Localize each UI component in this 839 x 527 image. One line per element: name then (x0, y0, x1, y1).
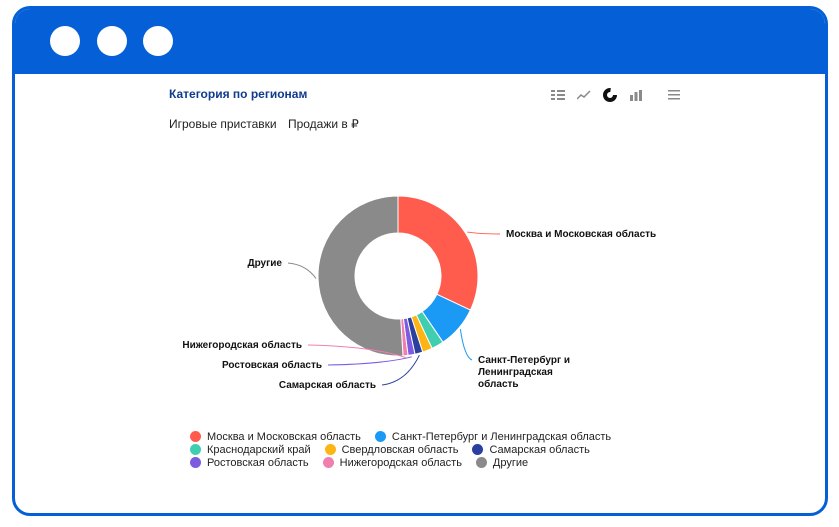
data-label: Нижегородская область (182, 339, 302, 351)
legend-item[interactable]: Самарская область (472, 443, 590, 456)
donut-slice[interactable] (317, 195, 404, 357)
chart-legend: Москва и Московская область Санкт-Петербу… (190, 430, 650, 469)
filter-metric[interactable]: Продажи в ₽ (287, 117, 359, 131)
donut-slice[interactable] (397, 195, 479, 311)
window-control-dot[interactable] (143, 26, 173, 56)
legend-label: Нижегородская область (339, 456, 462, 469)
legend-item[interactable]: Краснодарский край (190, 444, 311, 456)
legend-label: Москва и Московская область (207, 430, 361, 443)
legend-swatch (475, 457, 487, 468)
legend-label: Свердловская область (341, 443, 459, 456)
table-icon[interactable] (550, 87, 566, 103)
data-label: Санкт-Петербург и (478, 354, 570, 366)
line-chart-icon[interactable] (576, 87, 592, 103)
window-control-dot[interactable] (50, 26, 80, 56)
legend-swatch (322, 457, 334, 468)
panel-title: Категория по регионам (169, 87, 308, 101)
legend-label: Самарская область (489, 443, 590, 456)
label-connector (467, 231, 501, 235)
legend-item[interactable]: Свердловская область (324, 443, 459, 456)
label-connector (307, 344, 406, 359)
label-connector (459, 329, 473, 361)
legend-item[interactable]: Ростовская область (190, 457, 309, 469)
label-connector (327, 356, 412, 366)
data-label: Другие (247, 258, 282, 269)
legend-swatch (190, 431, 201, 442)
data-label: Ленинградская (478, 367, 553, 378)
legend-item[interactable]: Москва и Московская область (190, 431, 361, 443)
legend-swatch (324, 444, 336, 455)
legend-label: Другие (492, 456, 529, 469)
legend-row: Ростовская область Нижегородская область Д… (190, 456, 650, 469)
legend-row: Москва и Московская область Санкт-Петербу… (190, 430, 650, 443)
window-titlebar (15, 9, 825, 74)
chart-toolbar (550, 87, 682, 103)
label-connector (287, 262, 317, 279)
legend-swatch (190, 457, 201, 468)
legend-item[interactable]: Санкт-Петербург и Ленинградская область (374, 430, 612, 443)
data-label: Самарская область (279, 379, 376, 391)
legend-item[interactable]: Нижегородская область (322, 456, 462, 469)
legend-label: Краснодарский край (207, 443, 311, 456)
chart-filters: Игровые приставки Продажи в ₽ (169, 117, 367, 131)
legend-label: Ростовская область (207, 456, 309, 469)
legend-row: Краснодарский край Свердловская область Са… (190, 443, 650, 456)
legend-swatch (472, 444, 484, 455)
legend-item[interactable]: Другие (475, 456, 529, 469)
menu-icon[interactable] (666, 87, 682, 103)
data-label: Москва и Московская область (506, 228, 656, 240)
label-connector (381, 354, 420, 386)
donut-chart-icon[interactable] (602, 87, 618, 103)
filter-category[interactable]: Игровые приставки (169, 117, 277, 131)
legend-swatch (374, 431, 386, 442)
window-control-dot[interactable] (97, 26, 127, 56)
legend-swatch (190, 444, 201, 455)
data-label: Ростовская область (222, 359, 322, 371)
bar-chart-icon[interactable] (628, 87, 644, 103)
legend-label: Санкт-Петербург и Ленинградская область (391, 430, 612, 443)
data-label: область (478, 378, 519, 390)
app-window: Категория по регионам Игровые приставки … (12, 6, 828, 516)
